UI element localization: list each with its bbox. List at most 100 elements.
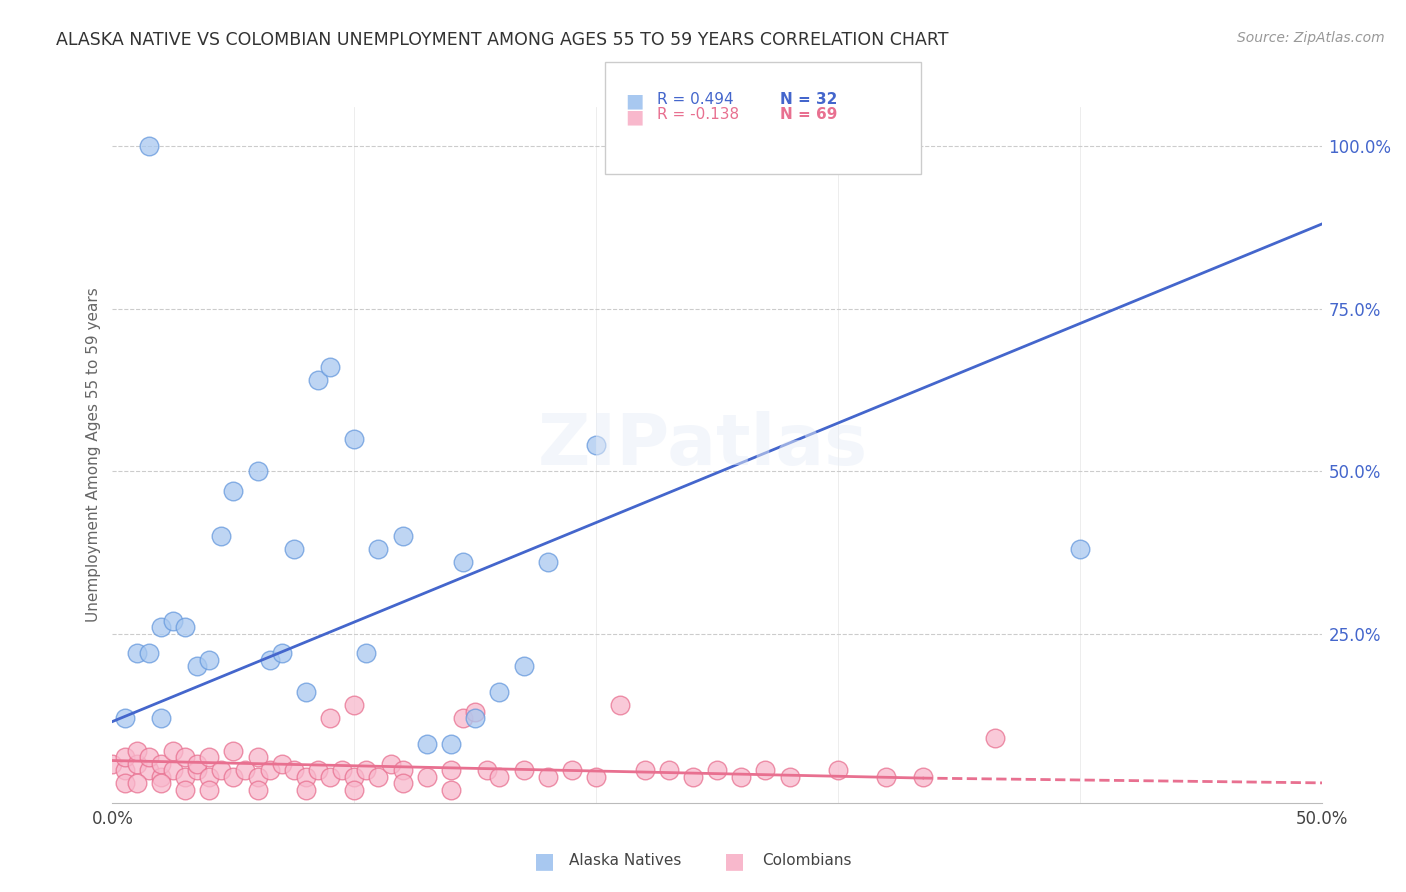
Point <box>307 373 329 387</box>
Point <box>488 685 510 699</box>
Point <box>246 464 269 478</box>
Point <box>451 555 474 569</box>
Point <box>380 756 402 771</box>
Point <box>222 770 245 784</box>
Point <box>125 776 148 790</box>
Point <box>319 360 342 375</box>
Point <box>114 750 136 764</box>
Point <box>319 770 342 784</box>
Point <box>537 770 560 784</box>
Point <box>585 438 607 452</box>
Point <box>186 756 208 771</box>
Point <box>270 646 292 660</box>
Point <box>149 770 172 784</box>
Text: R = 0.494: R = 0.494 <box>657 92 733 107</box>
Point <box>464 705 486 719</box>
Point <box>246 782 269 797</box>
Point <box>451 711 474 725</box>
Point <box>186 764 208 778</box>
Point <box>416 737 439 751</box>
Point <box>343 782 366 797</box>
Point <box>198 770 221 784</box>
Point <box>319 711 342 725</box>
Point <box>440 737 463 751</box>
Point <box>391 776 413 790</box>
Point <box>706 764 728 778</box>
Point <box>114 776 136 790</box>
Text: ■: ■ <box>534 851 555 871</box>
Point <box>633 764 655 778</box>
Point <box>174 770 197 784</box>
Point <box>114 711 136 725</box>
Point <box>138 139 160 153</box>
Point <box>307 764 329 778</box>
Point <box>561 764 583 778</box>
Text: ■: ■ <box>626 92 644 111</box>
Point <box>174 750 197 764</box>
Point <box>114 764 136 778</box>
Point <box>149 776 172 790</box>
Point <box>149 711 172 725</box>
Point <box>259 653 281 667</box>
Point <box>488 770 510 784</box>
Point <box>270 756 292 771</box>
Text: R = -0.138: R = -0.138 <box>657 107 738 122</box>
Point <box>125 756 148 771</box>
Point <box>682 770 704 784</box>
Text: ■: ■ <box>724 851 745 871</box>
Point <box>174 782 197 797</box>
Point <box>440 782 463 797</box>
Point <box>162 764 184 778</box>
Text: Source: ZipAtlas.com: Source: ZipAtlas.com <box>1237 31 1385 45</box>
Point <box>779 770 801 784</box>
Point <box>367 770 389 784</box>
Point <box>198 782 221 797</box>
Point <box>186 659 208 673</box>
Point <box>246 770 269 784</box>
Point <box>283 542 305 557</box>
Y-axis label: Unemployment Among Ages 55 to 59 years: Unemployment Among Ages 55 to 59 years <box>86 287 101 623</box>
Point <box>235 764 257 778</box>
Text: Alaska Natives: Alaska Natives <box>569 854 682 868</box>
Text: N = 69: N = 69 <box>780 107 838 122</box>
Point <box>356 646 378 660</box>
Point <box>295 782 318 797</box>
Point <box>174 620 197 634</box>
Point <box>198 750 221 764</box>
Point <box>512 764 534 778</box>
Point <box>259 764 281 778</box>
Point <box>149 756 172 771</box>
Point <box>246 750 269 764</box>
Point <box>295 770 318 784</box>
Point <box>1069 542 1091 557</box>
Point <box>585 770 607 784</box>
Text: ALASKA NATIVE VS COLOMBIAN UNEMPLOYMENT AMONG AGES 55 TO 59 YEARS CORRELATION CH: ALASKA NATIVE VS COLOMBIAN UNEMPLOYMENT … <box>56 31 949 49</box>
Point <box>330 764 353 778</box>
Point <box>209 764 232 778</box>
Point <box>537 555 560 569</box>
Point <box>343 770 366 784</box>
Text: Colombians: Colombians <box>762 854 852 868</box>
Point <box>984 731 1007 745</box>
Point <box>209 529 232 543</box>
Point <box>125 744 148 758</box>
Point <box>222 744 245 758</box>
Point <box>138 764 160 778</box>
Point <box>343 432 366 446</box>
Point <box>162 614 184 628</box>
Point <box>162 744 184 758</box>
Point <box>101 756 124 771</box>
Point <box>222 483 245 498</box>
Point <box>149 620 172 634</box>
Point <box>827 764 849 778</box>
Point <box>125 646 148 660</box>
Point <box>609 698 631 713</box>
Point <box>295 685 318 699</box>
Point <box>440 764 463 778</box>
Point <box>464 711 486 725</box>
Point <box>391 764 413 778</box>
Point <box>512 659 534 673</box>
Point <box>138 646 160 660</box>
Point <box>416 770 439 784</box>
Point <box>477 764 499 778</box>
